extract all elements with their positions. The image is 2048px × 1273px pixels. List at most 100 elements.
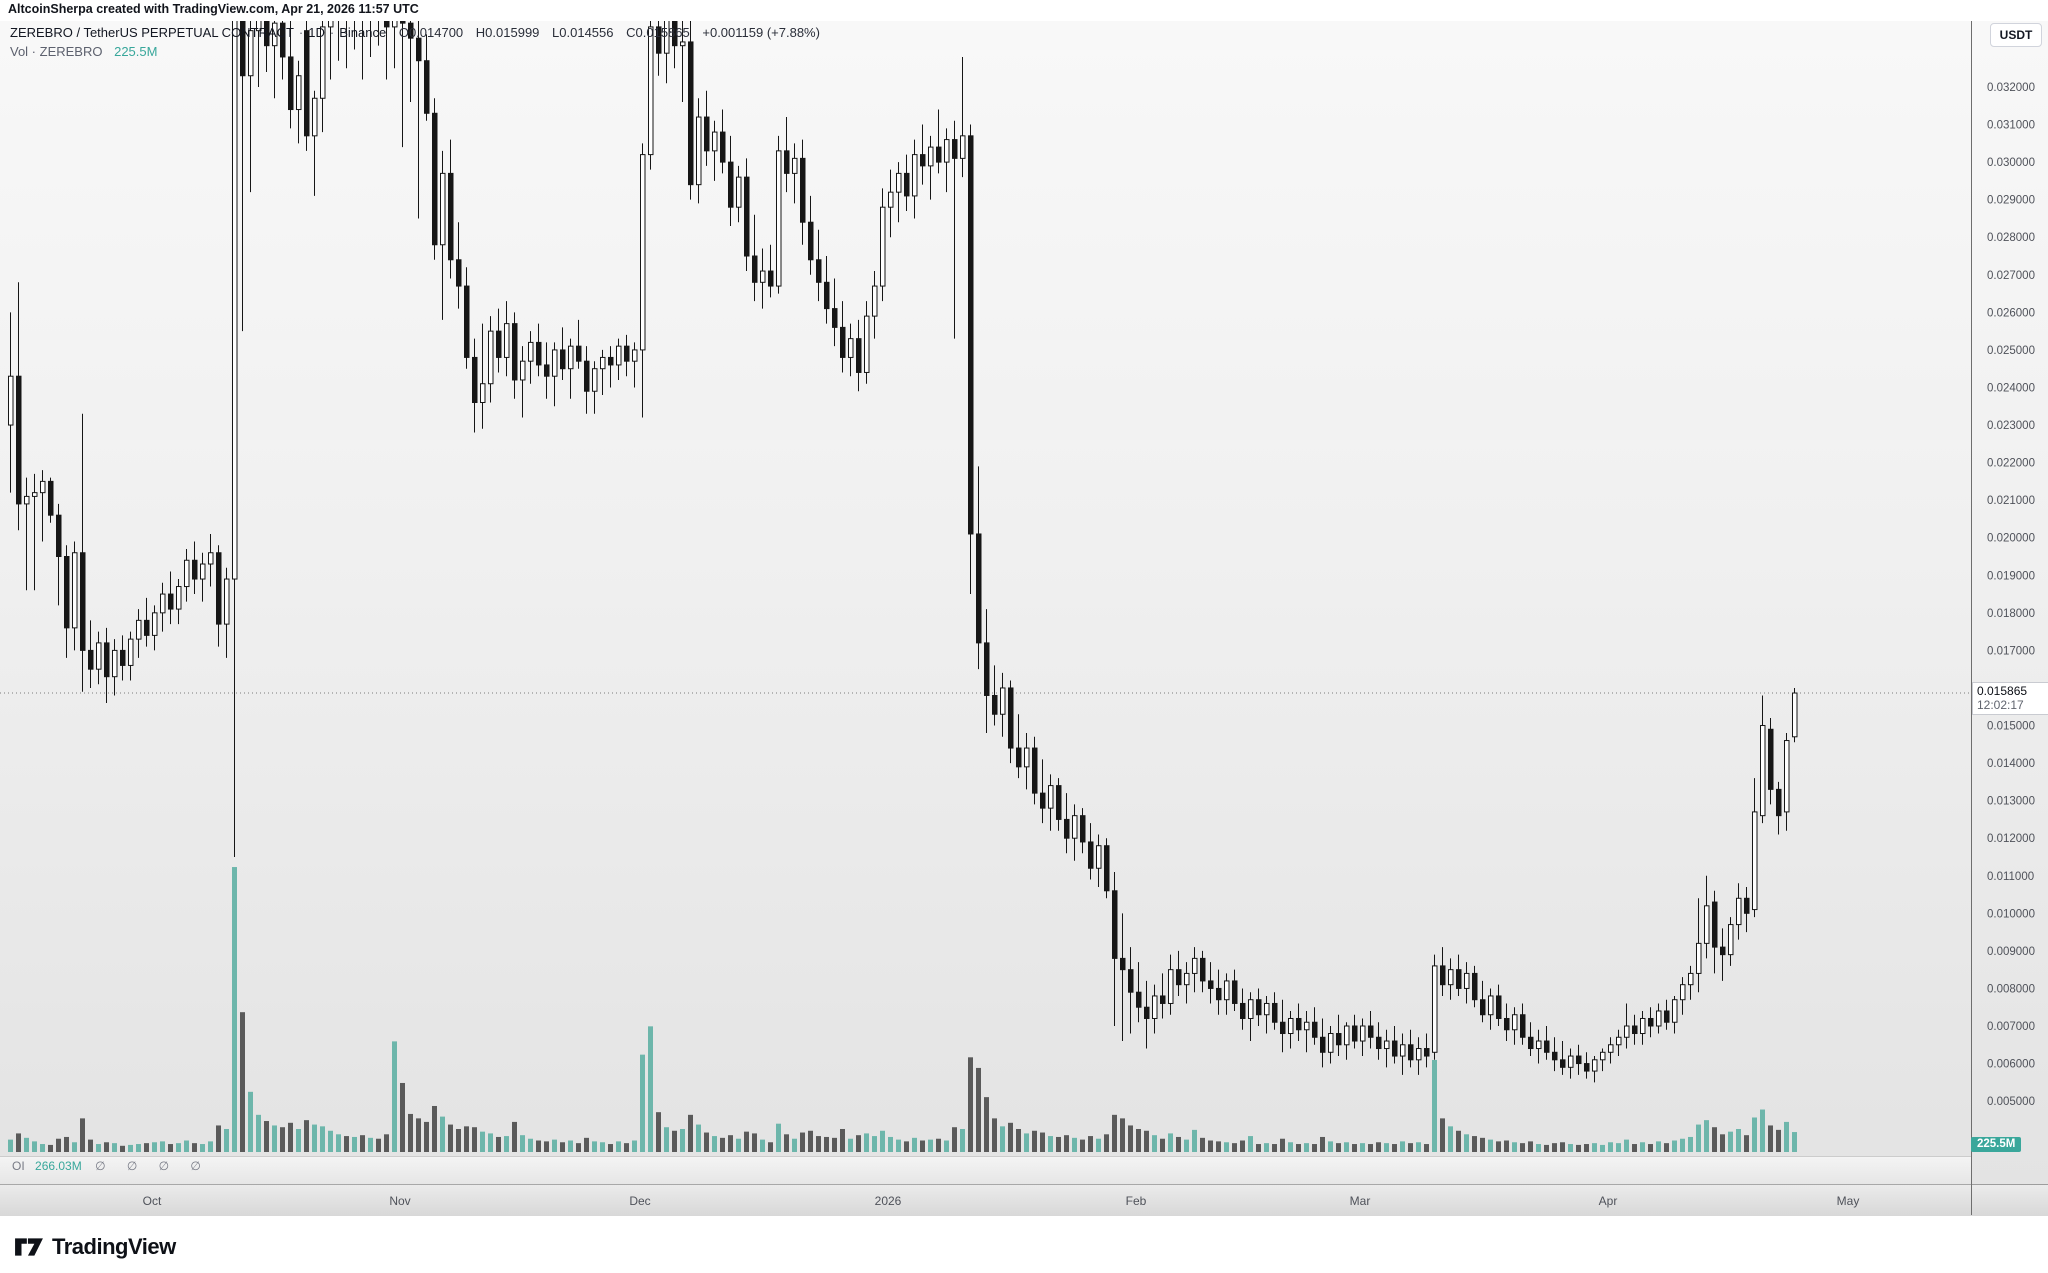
volume-bar — [1632, 1144, 1637, 1152]
volume-bar — [664, 1127, 669, 1152]
candle-down — [512, 323, 518, 381]
volume-bar — [576, 1143, 581, 1152]
volume-bar — [1560, 1142, 1565, 1152]
candle-up — [24, 495, 30, 505]
price-tick-label: 0.024000 — [1987, 382, 2035, 394]
price-tick-label: 0.015000 — [1987, 721, 2035, 733]
open-interest-row: OI 266.03M ∅ ∅ ∅ ∅ — [12, 1159, 210, 1173]
tradingview-logo[interactable]: TradingView — [14, 1233, 176, 1261]
candle-down — [1352, 1025, 1358, 1042]
candle-up — [960, 135, 966, 159]
volume-bar — [1144, 1130, 1149, 1152]
candle-down — [1040, 792, 1046, 809]
price-tick-label: 0.005000 — [1987, 1096, 2035, 1108]
ohlc-open: O0.014700 — [398, 25, 464, 40]
volume-bar — [592, 1141, 597, 1152]
time-tick-label: Nov — [389, 1194, 410, 1208]
volume-bar — [816, 1136, 821, 1152]
volume-bar — [736, 1138, 741, 1152]
volume-bar — [432, 1105, 437, 1152]
volume-bar — [256, 1114, 261, 1152]
tradingview-logo-icon — [15, 1238, 43, 1256]
volume-bar — [744, 1131, 749, 1152]
volume-bar — [1024, 1133, 1029, 1152]
candle-down — [1232, 980, 1238, 1004]
candle-up — [1728, 924, 1734, 956]
candle-down — [656, 26, 662, 54]
volume-bar — [1592, 1143, 1597, 1152]
volume-label: Vol · ZEREBRO — [10, 44, 103, 59]
candle-down — [1136, 991, 1142, 1008]
candle-up — [912, 154, 918, 197]
candle-up — [1304, 1021, 1310, 1031]
price-tick-label: 0.008000 — [1987, 983, 2035, 995]
candle-up — [256, 21, 262, 32]
volume-bar — [248, 1091, 253, 1152]
candle-down — [1720, 946, 1726, 956]
volume-bar — [1056, 1136, 1061, 1152]
candle-down — [48, 480, 54, 516]
candle-up — [760, 270, 766, 283]
legend-volume-row[interactable]: Vol · ZEREBRO 225.5M — [10, 44, 820, 63]
candle-up — [1488, 995, 1494, 1016]
volume-bar — [992, 1118, 997, 1152]
volume-bar — [488, 1133, 493, 1152]
chart-pane[interactable] — [0, 21, 2048, 1184]
time-axis[interactable] — [0, 1184, 2048, 1216]
candle-up — [944, 139, 950, 163]
candle-down — [608, 356, 614, 366]
symbol-title[interactable]: ZEREBRO / TetherUS PERPETUAL CONTRACT — [10, 25, 294, 40]
volume-bar — [544, 1141, 549, 1152]
candle-down — [384, 21, 390, 28]
candle-up — [232, 21, 238, 580]
volume-bar — [1704, 1120, 1709, 1152]
candle-up — [1680, 984, 1686, 1001]
volume-bar — [1648, 1144, 1653, 1152]
candle-down — [1368, 1025, 1374, 1038]
volume-bar — [1448, 1126, 1453, 1152]
legend-symbol-row[interactable]: ZEREBRO / TetherUS PERPETUAL CONTRACT · 1D… — [10, 25, 820, 44]
volume-bar — [480, 1131, 485, 1152]
volume-bar — [952, 1127, 957, 1152]
candle-down — [576, 345, 582, 362]
price-tick-label: 0.017000 — [1987, 645, 2035, 657]
candle-down — [688, 41, 694, 186]
open-interest-pane[interactable] — [0, 1156, 1971, 1185]
volume-bar — [584, 1137, 589, 1152]
volume-bar — [520, 1135, 525, 1152]
candle-down — [976, 533, 982, 644]
volume-bar — [1344, 1142, 1349, 1152]
price-tick-label: 0.019000 — [1987, 570, 2035, 582]
candle-up — [112, 649, 118, 678]
candle-up — [1616, 1036, 1622, 1046]
candle-up — [1384, 1040, 1390, 1050]
volume-bar — [1328, 1141, 1333, 1152]
candle-down — [1480, 999, 1486, 1016]
candle-up — [1328, 1033, 1334, 1053]
currency-toggle-button[interactable]: USDT — [1990, 23, 2042, 47]
volume-bar — [456, 1128, 461, 1152]
candle-down — [416, 37, 422, 62]
candle-up — [1696, 942, 1702, 974]
volume-bar — [296, 1128, 301, 1152]
volume-bar — [88, 1139, 93, 1152]
time-tick-label: May — [1837, 1194, 1860, 1208]
price-tick-label: 0.025000 — [1987, 345, 2035, 357]
volume-bar — [40, 1144, 45, 1152]
candle-down — [904, 172, 910, 197]
chart-legend[interactable]: ZEREBRO / TetherUS PERPETUAL CONTRACT · 1D… — [10, 25, 820, 63]
volume-bar — [304, 1120, 309, 1152]
candle-up — [72, 552, 78, 629]
candle-down — [1216, 987, 1222, 1001]
candle-down — [1744, 897, 1750, 914]
candle-up — [152, 612, 158, 636]
volume-bar — [1432, 1059, 1437, 1152]
price-tick-label: 0.012000 — [1987, 833, 2035, 845]
candle-up — [1344, 1025, 1350, 1046]
interval-label[interactable]: 1D — [308, 25, 325, 40]
volume-bar — [1496, 1141, 1501, 1152]
candle-down — [816, 259, 822, 283]
volume-bar — [128, 1144, 133, 1152]
candle-up — [1600, 1051, 1606, 1061]
